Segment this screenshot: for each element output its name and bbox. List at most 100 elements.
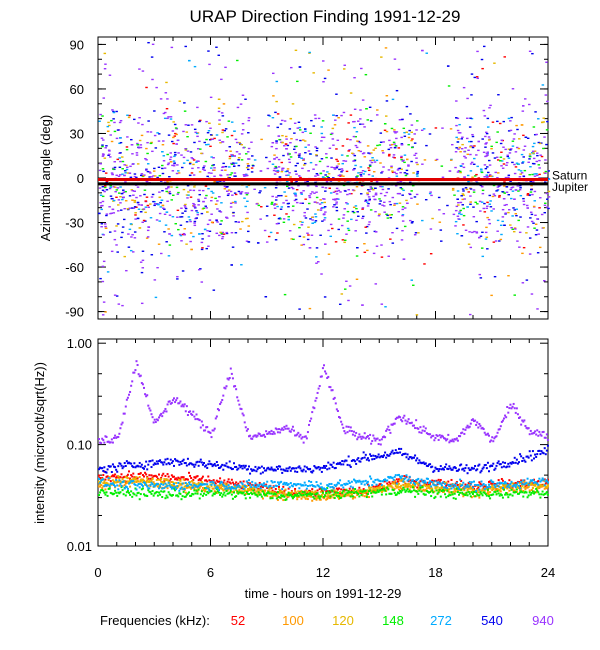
intensity-point: [163, 481, 166, 484]
intensity-point: [281, 471, 284, 474]
top-scatter-point: [342, 68, 346, 70]
intensity-point: [420, 478, 423, 481]
intensity-point: [243, 487, 246, 490]
top-scatter-point: [109, 195, 113, 197]
top-scatter-point: [501, 216, 505, 218]
top-scatter-point: [115, 110, 118, 113]
top-scatter-point: [377, 214, 381, 217]
top-scatter-point: [481, 231, 484, 234]
intensity-point: [422, 484, 425, 487]
intensity-point: [544, 480, 547, 483]
top-scatter-point: [130, 138, 133, 141]
intensity-point: [505, 492, 508, 495]
intensity-point: [143, 480, 145, 483]
top-scatter-point: [233, 192, 237, 194]
intensity-point: [318, 468, 321, 471]
top-scatter-point: [232, 215, 235, 217]
intensity-point: [535, 481, 538, 484]
intensity-point: [255, 470, 258, 473]
top-scatter-point: [110, 119, 113, 122]
top-scatter-point: [140, 271, 144, 274]
top-scatter-point: [461, 198, 464, 201]
top-scatter-point: [322, 136, 326, 139]
top-scatter-point: [353, 77, 356, 79]
top-scatter-point: [187, 124, 190, 126]
top-scatter-point: [356, 140, 359, 142]
intensity-point: [114, 481, 117, 484]
intensity-point: [291, 485, 294, 488]
intensity-point: [416, 482, 419, 485]
intensity-point: [98, 480, 100, 483]
intensity-point: [221, 487, 224, 490]
intensity-point: [224, 464, 227, 467]
intensity-point: [155, 475, 158, 478]
top-scatter-point: [311, 219, 314, 221]
intensity-point: [116, 480, 119, 483]
top-scatter-point: [479, 210, 482, 212]
top-scatter-point: [355, 278, 359, 280]
top-scatter-point: [390, 143, 394, 146]
top-scatter-point: [546, 206, 549, 208]
top-scatter-point: [464, 229, 468, 231]
intensity-point: [284, 494, 287, 497]
intensity-point: [543, 493, 546, 496]
intensity-point: [308, 491, 310, 494]
top-scatter-point: [222, 180, 226, 183]
intensity-point: [378, 489, 381, 492]
top-scatter-point: [463, 176, 466, 178]
intensity-point: [276, 498, 279, 501]
intensity-point: [275, 495, 278, 498]
top-scatter-point: [380, 172, 383, 174]
intensity-point: [498, 489, 501, 492]
top-scatter-point: [275, 181, 279, 183]
intensity-point: [248, 493, 250, 496]
intensity-point: [138, 475, 141, 478]
bottom-plot-frame: [97, 338, 549, 547]
intensity-point: [164, 497, 167, 500]
top-scatter-point: [486, 117, 490, 120]
top-scatter-point: [354, 135, 358, 138]
top-scatter-point: [210, 221, 214, 223]
top-scatter-point: [236, 106, 240, 109]
top-scatter-point: [322, 207, 325, 209]
top-scatter-point: [372, 149, 376, 151]
intensity-point: [509, 484, 512, 487]
intensity-point: [200, 477, 203, 480]
intensity-point: [533, 478, 535, 481]
intensity-point: [163, 490, 166, 493]
top-scatter-point: [391, 98, 395, 101]
intensity-point: [486, 488, 489, 491]
top-scatter-point: [326, 175, 329, 178]
top-scatter-point: [174, 132, 177, 135]
intensity-point: [195, 475, 198, 478]
top-scatter-point: [506, 155, 510, 158]
intensity-point: [383, 479, 385, 482]
top-scatter-point: [244, 192, 248, 194]
top-scatter-point: [512, 138, 516, 140]
intensity-point: [228, 486, 231, 489]
top-scatter-point: [401, 206, 405, 208]
intensity-point: [378, 479, 381, 482]
intensity-point: [291, 467, 294, 470]
intensity-point: [246, 489, 249, 492]
intensity-point: [207, 475, 210, 478]
intensity-point: [301, 490, 304, 493]
intensity-point: [422, 481, 425, 484]
intensity-point: [199, 485, 202, 488]
top-scatter-point: [535, 160, 539, 163]
top-scatter-point: [309, 161, 313, 164]
top-scatter-point: [241, 129, 245, 131]
top-scatter-point: [217, 98, 221, 101]
intensity-point: [212, 464, 215, 467]
intensity-point: [284, 483, 287, 486]
intensity-point: [421, 461, 424, 464]
top-scatter-point: [353, 154, 357, 157]
top-scatter-point: [315, 247, 319, 249]
top-scatter-point: [115, 189, 119, 191]
top-scatter-point: [321, 186, 324, 188]
top-scatter-point: [153, 167, 156, 170]
intensity-point: [116, 494, 119, 497]
intensity-point: [299, 490, 302, 493]
intensity-point: [304, 497, 307, 500]
intensity-point: [308, 489, 310, 492]
